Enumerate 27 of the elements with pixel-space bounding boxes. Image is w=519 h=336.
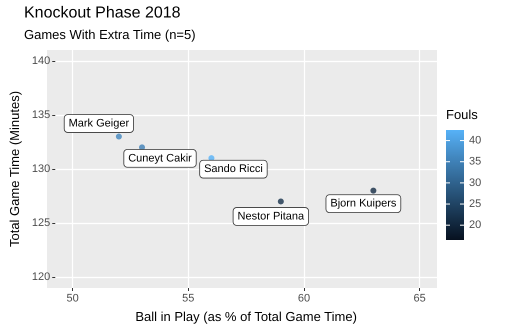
y-axis-title: Total Game Time (Minutes) (7, 90, 22, 248)
annotation: Sando Ricci (204, 163, 263, 176)
x-tick-label: 65 (414, 292, 426, 304)
point (116, 134, 122, 140)
color-bar-label: 30 (469, 176, 482, 189)
color-bar-label: 35 (469, 156, 482, 168)
y-tick-label: 135 (32, 108, 50, 121)
annotation: Cuneyt Cakir (128, 152, 192, 164)
color-bar-label: 20 (469, 219, 482, 232)
y-tick-label: 140 (32, 54, 50, 67)
x-tick-label: 55 (182, 292, 194, 304)
x-axis-title: Ball in Play (as % of Total Game Time) (135, 309, 357, 324)
y-tick-label: 125 (32, 217, 50, 230)
color-bar-label: 40 (469, 134, 482, 147)
y-tick-label: 130 (32, 163, 50, 175)
point (278, 198, 284, 204)
y-tick-label: 120 (32, 271, 50, 284)
legend-title: Fouls (446, 107, 478, 122)
point (370, 188, 376, 194)
x-tick-label: 60 (298, 292, 310, 304)
chart-subtitle: Games With Extra Time (n=5) (24, 27, 196, 42)
x-tick-label: 50 (66, 292, 79, 304)
color-bar-label: 25 (469, 198, 482, 210)
chart-title: Knockout Phase 2018 (24, 4, 181, 22)
annotation: Mark Geiger (68, 118, 130, 130)
annotation: Bjorn Kuipers (330, 198, 397, 210)
annotation: Nestor Pitana (238, 210, 306, 222)
